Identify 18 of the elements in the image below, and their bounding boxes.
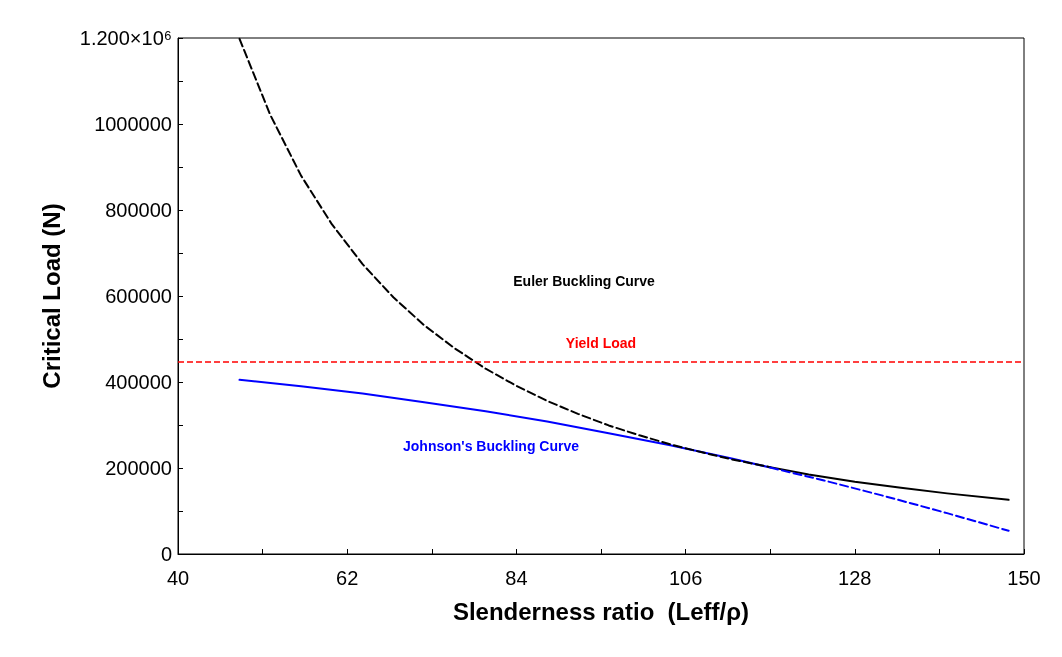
y-axis-title: Critical Load (N) bbox=[37, 203, 65, 389]
x-tick-label: 106 bbox=[668, 567, 703, 589]
x-tick-label: 128 bbox=[838, 567, 872, 589]
x-tick-label: 40 bbox=[166, 567, 190, 589]
y-tick-label: 0 bbox=[160, 543, 172, 565]
annotation: Euler Buckling Curve bbox=[513, 272, 656, 289]
ref-line-label: Yield Load bbox=[565, 335, 637, 352]
annotation: Johnson's Buckling Curve bbox=[403, 437, 580, 454]
y-tick-label: 600000 bbox=[105, 285, 172, 307]
x-tick-label: 84 bbox=[505, 567, 528, 589]
y-tick-label: 1.200×10⁶ bbox=[79, 27, 172, 49]
y-tick-label: 200000 bbox=[105, 457, 172, 479]
y-tick-label: 800000 bbox=[105, 199, 172, 221]
y-tick-label: 1000000 bbox=[94, 113, 172, 135]
y-tick-label: 400000 bbox=[105, 371, 172, 393]
x-tick-label: 150 bbox=[1007, 567, 1041, 589]
x-tick-label: 62 bbox=[336, 567, 359, 589]
x-axis-title: Slenderness ratio (Leff/ρ) bbox=[452, 597, 750, 625]
